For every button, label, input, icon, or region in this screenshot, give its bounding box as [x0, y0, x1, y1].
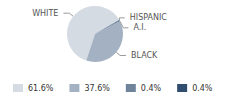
svg-text:HISPANIC: HISPANIC [130, 13, 168, 22]
svg-text:BLACK: BLACK [131, 51, 158, 60]
svg-text:A.I.: A.I. [133, 23, 146, 32]
svg-text:61.6%: 61.6% [28, 84, 54, 93]
svg-text:WHITE: WHITE [32, 9, 58, 18]
svg-text:0.4%: 0.4% [141, 84, 162, 93]
svg-text:0.4%: 0.4% [192, 84, 213, 93]
svg-text:37.6%: 37.6% [84, 84, 110, 93]
